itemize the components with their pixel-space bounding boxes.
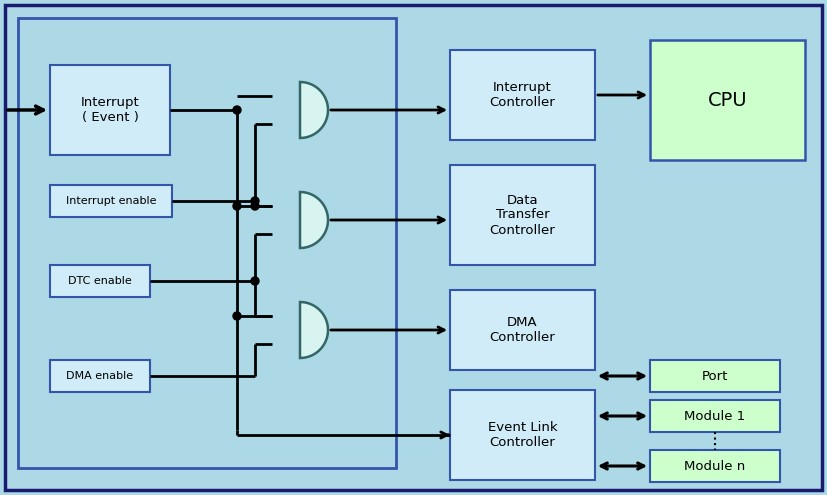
Circle shape [251, 277, 259, 285]
Text: CPU: CPU [708, 91, 748, 109]
FancyBboxPatch shape [50, 185, 172, 217]
Polygon shape [300, 302, 328, 358]
FancyBboxPatch shape [18, 18, 396, 468]
FancyBboxPatch shape [450, 290, 595, 370]
Text: Data
Transfer
Controller: Data Transfer Controller [490, 194, 556, 237]
Polygon shape [300, 82, 328, 138]
Polygon shape [300, 192, 328, 248]
FancyBboxPatch shape [50, 360, 150, 392]
Text: Interrupt
( Event ): Interrupt ( Event ) [80, 96, 140, 124]
FancyBboxPatch shape [50, 65, 170, 155]
FancyBboxPatch shape [650, 450, 780, 482]
Circle shape [233, 202, 241, 210]
FancyBboxPatch shape [50, 265, 150, 297]
Circle shape [233, 106, 241, 114]
FancyBboxPatch shape [450, 165, 595, 265]
Text: DTC enable: DTC enable [68, 276, 131, 286]
Text: DMA
Controller: DMA Controller [490, 316, 556, 344]
Circle shape [233, 312, 241, 320]
Text: Interrupt
Controller: Interrupt Controller [490, 81, 556, 109]
FancyBboxPatch shape [5, 5, 822, 490]
Circle shape [251, 202, 259, 210]
FancyBboxPatch shape [650, 40, 805, 160]
Text: Port: Port [702, 369, 729, 383]
Circle shape [251, 197, 259, 205]
FancyBboxPatch shape [450, 50, 595, 140]
Text: Module 1: Module 1 [685, 409, 746, 423]
Text: Module n: Module n [685, 459, 746, 473]
FancyBboxPatch shape [650, 400, 780, 432]
Text: DMA enable: DMA enable [66, 371, 134, 381]
FancyBboxPatch shape [450, 390, 595, 480]
FancyBboxPatch shape [650, 360, 780, 392]
Text: Event Link
Controller: Event Link Controller [488, 421, 557, 449]
Text: Interrupt enable: Interrupt enable [66, 196, 156, 206]
